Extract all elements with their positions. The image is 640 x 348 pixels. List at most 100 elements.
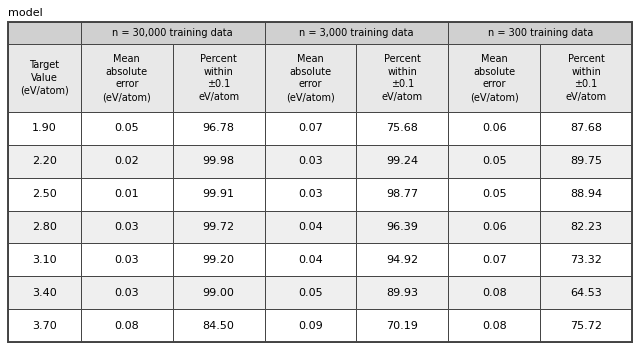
Text: 99.91: 99.91 xyxy=(203,189,235,199)
Bar xyxy=(540,178,632,211)
Bar xyxy=(448,145,540,178)
Text: 0.03: 0.03 xyxy=(115,255,139,265)
Text: 99.20: 99.20 xyxy=(203,255,235,265)
Bar xyxy=(173,309,264,342)
Text: 0.05: 0.05 xyxy=(115,124,139,133)
Bar xyxy=(448,276,540,309)
Text: 3.40: 3.40 xyxy=(32,288,57,298)
Bar xyxy=(81,44,173,112)
Text: 99.98: 99.98 xyxy=(203,156,235,166)
Text: 99.00: 99.00 xyxy=(203,288,235,298)
Text: 0.08: 0.08 xyxy=(115,321,139,331)
Bar xyxy=(173,244,264,276)
Text: 99.72: 99.72 xyxy=(203,222,235,232)
Text: Percent
within
±0.1
eV/atom: Percent within ±0.1 eV/atom xyxy=(566,54,607,102)
Text: model: model xyxy=(8,8,43,18)
Text: 64.53: 64.53 xyxy=(570,288,602,298)
Text: 0.06: 0.06 xyxy=(482,222,506,232)
Text: 82.23: 82.23 xyxy=(570,222,602,232)
Bar xyxy=(8,276,81,309)
Bar xyxy=(264,22,448,44)
Bar xyxy=(81,244,173,276)
Bar xyxy=(8,112,81,145)
Bar xyxy=(8,178,81,211)
Bar xyxy=(540,244,632,276)
Bar xyxy=(356,309,448,342)
Text: 70.19: 70.19 xyxy=(387,321,419,331)
Text: Target
Value
(eV/atom): Target Value (eV/atom) xyxy=(20,60,69,96)
Text: 89.93: 89.93 xyxy=(387,288,419,298)
Text: Percent
within
±0.1
eV/atom: Percent within ±0.1 eV/atom xyxy=(198,54,239,102)
Bar xyxy=(264,309,356,342)
Text: 0.03: 0.03 xyxy=(298,156,323,166)
Bar xyxy=(8,211,81,244)
Text: Mean
absolute
error
(eV/atom): Mean absolute error (eV/atom) xyxy=(470,54,518,102)
Bar xyxy=(448,309,540,342)
Text: 96.78: 96.78 xyxy=(203,124,235,133)
Text: n = 300 training data: n = 300 training data xyxy=(488,28,593,38)
Text: 2.20: 2.20 xyxy=(32,156,57,166)
Bar xyxy=(8,309,81,342)
Bar xyxy=(173,44,264,112)
Bar xyxy=(173,178,264,211)
Text: 88.94: 88.94 xyxy=(570,189,602,199)
Text: 0.05: 0.05 xyxy=(482,156,506,166)
Text: 0.06: 0.06 xyxy=(482,124,506,133)
Bar xyxy=(81,22,264,44)
Bar xyxy=(173,276,264,309)
Bar xyxy=(356,178,448,211)
Text: Percent
within
±0.1
eV/atom: Percent within ±0.1 eV/atom xyxy=(382,54,423,102)
Text: 98.77: 98.77 xyxy=(387,189,419,199)
Text: 2.80: 2.80 xyxy=(32,222,57,232)
Text: Mean
absolute
error
(eV/atom): Mean absolute error (eV/atom) xyxy=(286,54,335,102)
Text: 84.50: 84.50 xyxy=(203,321,235,331)
Bar xyxy=(264,178,356,211)
Text: 0.02: 0.02 xyxy=(115,156,139,166)
Bar xyxy=(448,44,540,112)
Text: 0.08: 0.08 xyxy=(482,321,507,331)
Bar xyxy=(264,211,356,244)
Text: 3.10: 3.10 xyxy=(32,255,57,265)
Bar xyxy=(8,145,81,178)
Text: 0.01: 0.01 xyxy=(115,189,139,199)
Bar xyxy=(264,44,356,112)
Bar xyxy=(173,211,264,244)
Text: 0.07: 0.07 xyxy=(298,124,323,133)
Bar xyxy=(8,44,81,112)
Bar xyxy=(8,244,81,276)
Bar xyxy=(540,145,632,178)
Text: n = 3,000 training data: n = 3,000 training data xyxy=(299,28,413,38)
Bar xyxy=(540,44,632,112)
Text: 3.70: 3.70 xyxy=(32,321,57,331)
Text: 94.92: 94.92 xyxy=(387,255,419,265)
Text: 0.03: 0.03 xyxy=(115,288,139,298)
Bar xyxy=(540,112,632,145)
Bar xyxy=(264,276,356,309)
Text: 0.03: 0.03 xyxy=(298,189,323,199)
Bar xyxy=(448,112,540,145)
Bar xyxy=(448,244,540,276)
Text: 0.09: 0.09 xyxy=(298,321,323,331)
Bar xyxy=(356,145,448,178)
Bar xyxy=(356,211,448,244)
Text: 73.32: 73.32 xyxy=(570,255,602,265)
Bar xyxy=(8,22,81,112)
Bar xyxy=(81,178,173,211)
Bar xyxy=(540,276,632,309)
Text: 96.39: 96.39 xyxy=(387,222,419,232)
Bar xyxy=(264,112,356,145)
Text: 0.04: 0.04 xyxy=(298,255,323,265)
Bar xyxy=(540,211,632,244)
Text: n = 30,000 training data: n = 30,000 training data xyxy=(113,28,233,38)
Text: 0.03: 0.03 xyxy=(115,222,139,232)
Bar xyxy=(81,276,173,309)
Text: 0.05: 0.05 xyxy=(298,288,323,298)
Text: 0.05: 0.05 xyxy=(482,189,506,199)
Bar xyxy=(448,178,540,211)
Bar xyxy=(81,145,173,178)
Text: 1.90: 1.90 xyxy=(32,124,57,133)
Bar xyxy=(81,112,173,145)
Bar xyxy=(540,309,632,342)
Bar xyxy=(173,112,264,145)
Bar xyxy=(264,244,356,276)
